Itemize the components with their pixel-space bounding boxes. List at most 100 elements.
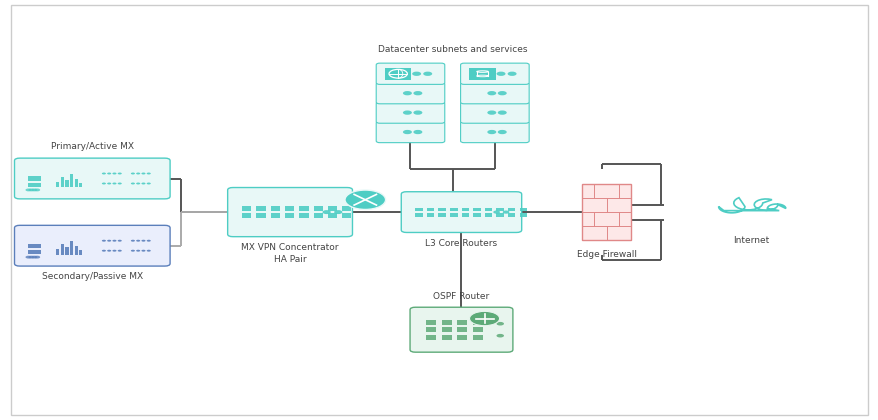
Bar: [28, 250, 40, 254]
Circle shape: [118, 240, 122, 242]
Circle shape: [147, 183, 151, 184]
Bar: [461, 207, 469, 211]
Circle shape: [112, 240, 117, 242]
Circle shape: [118, 173, 122, 174]
Circle shape: [32, 256, 37, 259]
Circle shape: [118, 183, 122, 184]
Bar: [299, 213, 308, 218]
Circle shape: [493, 210, 500, 214]
Bar: [313, 213, 322, 218]
Bar: [299, 207, 308, 211]
Circle shape: [413, 130, 422, 134]
Circle shape: [502, 210, 509, 214]
Circle shape: [344, 190, 385, 210]
Bar: [342, 207, 351, 211]
Circle shape: [469, 311, 499, 326]
Text: Secondary/Passive MX: Secondary/Passive MX: [41, 272, 143, 281]
Bar: [442, 327, 451, 332]
FancyBboxPatch shape: [376, 121, 444, 143]
FancyBboxPatch shape: [14, 158, 170, 199]
Circle shape: [497, 91, 507, 95]
Circle shape: [486, 110, 496, 115]
Circle shape: [102, 250, 106, 252]
Bar: [342, 213, 351, 218]
Bar: [270, 213, 279, 218]
Circle shape: [413, 91, 422, 95]
Bar: [75, 246, 77, 255]
Circle shape: [136, 173, 140, 174]
Circle shape: [131, 240, 135, 242]
FancyBboxPatch shape: [409, 307, 513, 352]
Bar: [256, 213, 265, 218]
Circle shape: [496, 72, 505, 76]
Text: MX VPN Concentrator
HA Pair: MX VPN Concentrator HA Pair: [241, 244, 338, 264]
Polygon shape: [718, 198, 785, 213]
Bar: [426, 320, 436, 325]
Bar: [496, 213, 503, 217]
Bar: [472, 207, 480, 211]
Circle shape: [147, 250, 151, 252]
Circle shape: [136, 240, 140, 242]
Bar: [457, 327, 467, 332]
Bar: [415, 213, 422, 217]
Bar: [450, 207, 457, 211]
Bar: [496, 207, 503, 211]
Circle shape: [102, 183, 106, 184]
Circle shape: [107, 173, 112, 174]
Bar: [469, 68, 495, 80]
Bar: [457, 320, 467, 325]
Text: OSPF Router: OSPF Router: [433, 291, 489, 301]
Circle shape: [136, 183, 140, 184]
FancyBboxPatch shape: [400, 192, 522, 233]
Circle shape: [422, 72, 432, 76]
Bar: [79, 183, 83, 187]
Bar: [61, 244, 64, 255]
Circle shape: [486, 91, 496, 95]
Circle shape: [141, 250, 146, 252]
Circle shape: [136, 250, 140, 252]
Bar: [65, 180, 68, 187]
FancyBboxPatch shape: [460, 102, 529, 123]
Bar: [28, 176, 40, 181]
Circle shape: [402, 110, 412, 115]
Circle shape: [28, 256, 34, 259]
Text: Internet: Internet: [732, 236, 769, 245]
Circle shape: [412, 72, 421, 76]
Circle shape: [496, 322, 503, 326]
Bar: [519, 213, 527, 217]
Bar: [442, 320, 451, 325]
Circle shape: [102, 173, 106, 174]
Circle shape: [34, 189, 40, 192]
Bar: [70, 174, 73, 187]
Circle shape: [25, 256, 32, 259]
Text: Primary/Active MX: Primary/Active MX: [51, 142, 133, 152]
Text: Datacenter subnets and services: Datacenter subnets and services: [378, 45, 527, 53]
FancyBboxPatch shape: [227, 187, 352, 237]
Bar: [61, 177, 64, 187]
Bar: [507, 207, 515, 211]
Bar: [241, 213, 251, 218]
Bar: [28, 244, 40, 248]
Text: Edge Firewall: Edge Firewall: [576, 249, 636, 259]
Circle shape: [25, 189, 32, 192]
Bar: [427, 207, 434, 211]
Bar: [270, 207, 279, 211]
Bar: [56, 182, 59, 187]
Bar: [284, 207, 294, 211]
Bar: [65, 247, 68, 255]
Bar: [581, 184, 630, 240]
Bar: [426, 335, 436, 339]
Circle shape: [112, 250, 117, 252]
Bar: [313, 207, 322, 211]
Bar: [461, 213, 469, 217]
Bar: [472, 320, 483, 325]
Circle shape: [131, 183, 135, 184]
FancyBboxPatch shape: [376, 83, 444, 104]
Bar: [75, 178, 77, 187]
Bar: [485, 207, 492, 211]
Bar: [241, 207, 251, 211]
Circle shape: [112, 183, 117, 184]
Bar: [438, 213, 445, 217]
Circle shape: [402, 91, 412, 95]
Ellipse shape: [476, 71, 488, 72]
